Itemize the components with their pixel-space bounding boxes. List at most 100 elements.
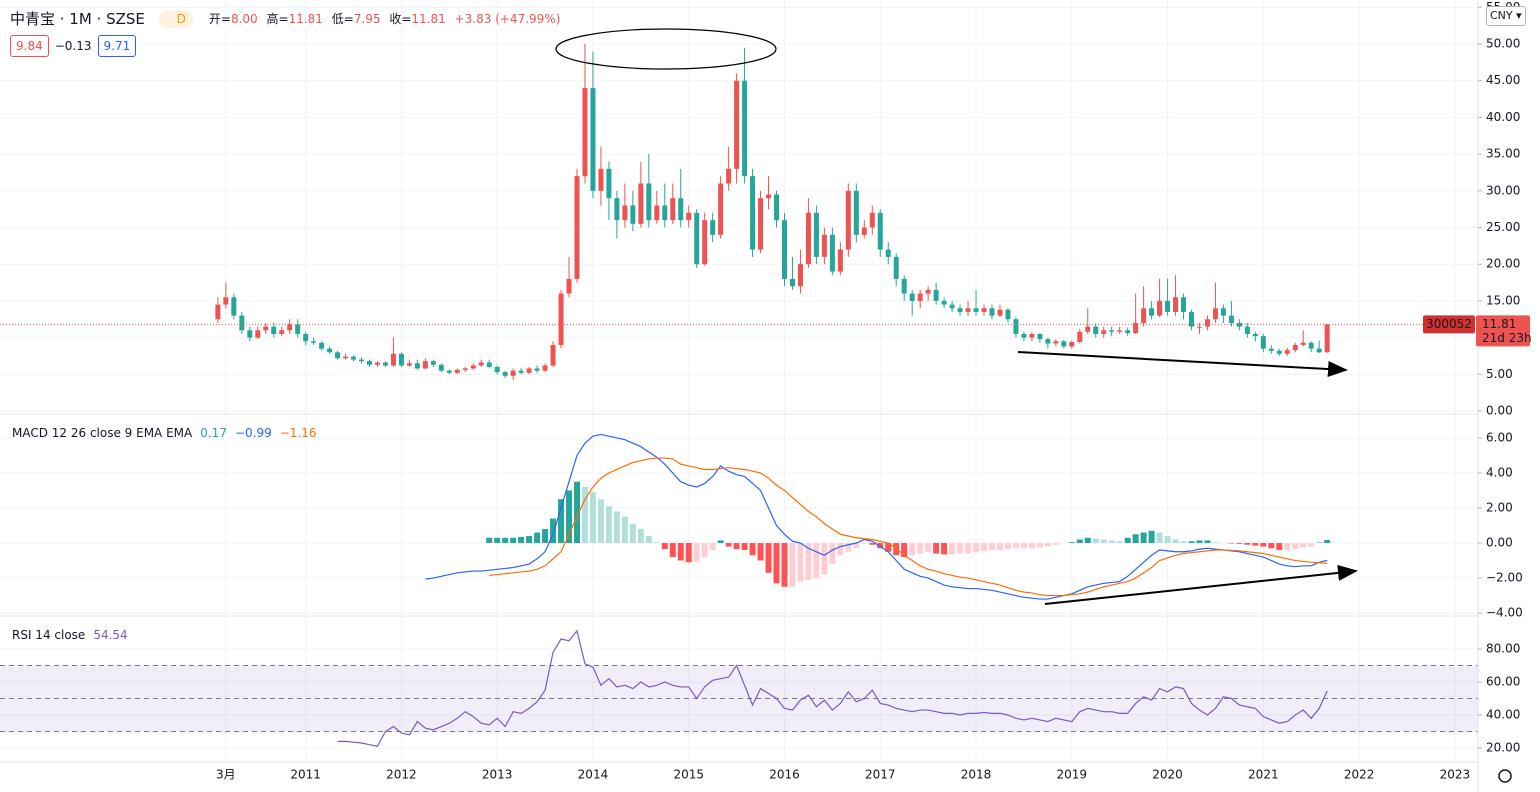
x-tick-label: 2023 <box>1440 768 1471 782</box>
y-tick-label: 35.00 <box>1486 147 1520 161</box>
histogram-bar <box>781 543 788 587</box>
histogram-bar <box>1180 541 1187 544</box>
histogram-bar <box>965 543 972 554</box>
candle-body <box>351 356 357 360</box>
candle-body <box>430 361 436 365</box>
candle-body <box>558 293 564 345</box>
candle-body <box>1212 308 1218 320</box>
histogram-bar <box>733 543 740 550</box>
histogram-bar <box>1164 536 1171 544</box>
histogram-bar <box>661 543 668 550</box>
candle-body <box>486 362 492 367</box>
histogram-bar <box>1228 543 1235 544</box>
y-tick-label: 4.00 <box>1486 465 1513 479</box>
candle-body <box>1061 341 1067 347</box>
histogram-bar <box>917 543 924 554</box>
candle-body <box>462 368 468 370</box>
candle-body <box>614 198 620 221</box>
candle-body <box>1069 342 1075 347</box>
candle-body <box>1244 326 1250 334</box>
histogram-bar <box>693 543 700 563</box>
candle-body <box>295 324 301 334</box>
histogram-bar <box>853 543 860 549</box>
bid[interactable]: 9.84 <box>10 35 49 57</box>
panel-legend: RSI 14 close 54.54 <box>12 628 128 642</box>
badge[interactable]: D <box>158 9 193 28</box>
x-tick-label: 2013 <box>482 768 513 782</box>
histogram-bar <box>901 543 908 558</box>
ohlc-value: 7.95 <box>353 12 381 26</box>
histogram-bar <box>589 492 596 544</box>
histogram-bar <box>861 543 868 544</box>
x-tick-label: 3月 <box>216 768 236 782</box>
histogram-bar <box>973 543 980 552</box>
histogram-bar <box>1108 540 1115 544</box>
currency[interactable]: CNY ▾ <box>1486 6 1526 26</box>
y-tick-label: −2.00 <box>1486 571 1523 585</box>
ask[interactable]: 9.71 <box>97 35 137 57</box>
candle-body <box>598 168 604 191</box>
candle-body <box>630 205 636 224</box>
y-tick-label: 80.00 <box>1486 642 1520 656</box>
candle-body <box>606 168 612 199</box>
histogram-bar <box>1124 537 1131 544</box>
candle-body <box>1013 319 1019 334</box>
candle-body <box>1196 326 1202 328</box>
candle-body <box>311 341 317 343</box>
candle-body <box>1037 333 1043 340</box>
candle-body <box>885 249 891 257</box>
candle-body <box>374 362 380 365</box>
candle-body <box>845 190 851 250</box>
histogram-bar <box>909 543 916 556</box>
candle-body <box>1117 330 1123 332</box>
candle-body <box>239 315 245 331</box>
candle-body <box>1324 324 1330 353</box>
candle-body <box>662 205 668 221</box>
candle-body <box>654 205 660 221</box>
ohlc-label: 低= <box>331 12 354 26</box>
legend-item: 0.17 <box>200 426 227 440</box>
candle-body <box>327 348 333 353</box>
histogram-bar <box>1140 532 1147 544</box>
histogram-bar <box>1092 538 1099 544</box>
histogram-bar <box>629 523 636 544</box>
candle-body <box>446 370 452 373</box>
histogram-bar <box>981 543 988 551</box>
histogram-bar <box>821 543 828 575</box>
histogram-bar <box>1196 540 1203 544</box>
candle-body <box>957 308 963 312</box>
symbol: 中青宝 · 1M · SZSE <box>10 10 145 28</box>
histogram-bar <box>1100 539 1107 544</box>
candle-body <box>518 370 524 373</box>
candle-body <box>742 80 748 177</box>
candle-body <box>279 330 285 334</box>
candle-body <box>319 342 325 349</box>
candle-body <box>335 352 341 359</box>
histogram-bar <box>1300 543 1307 548</box>
histogram-bar <box>1004 543 1011 550</box>
candle-body <box>869 212 875 228</box>
candle-body <box>1125 330 1131 334</box>
signal-line <box>489 457 1328 597</box>
candle-body <box>781 220 787 279</box>
candle-body <box>263 326 269 331</box>
candle-body <box>1093 326 1099 334</box>
y-tick-label: 15.00 <box>1486 293 1520 307</box>
x-tick-label: 2014 <box>578 768 609 782</box>
candle-body <box>877 212 883 250</box>
candle-body <box>1165 300 1171 312</box>
histogram-bar <box>566 490 573 544</box>
candle-body <box>414 363 420 369</box>
ohlc-label: 收= <box>389 12 412 26</box>
histogram-bar <box>1308 543 1315 547</box>
settings-icon[interactable] <box>1498 769 1512 783</box>
histogram-bar <box>677 543 684 561</box>
candle-body <box>1260 336 1266 349</box>
x-tick-label: 2016 <box>769 768 800 782</box>
candle-body <box>726 168 732 184</box>
histogram-bar <box>550 518 557 544</box>
axis-background <box>1478 0 1540 792</box>
price-tag <box>1476 315 1530 347</box>
candle-body <box>1188 311 1194 327</box>
candle-body <box>797 264 803 287</box>
